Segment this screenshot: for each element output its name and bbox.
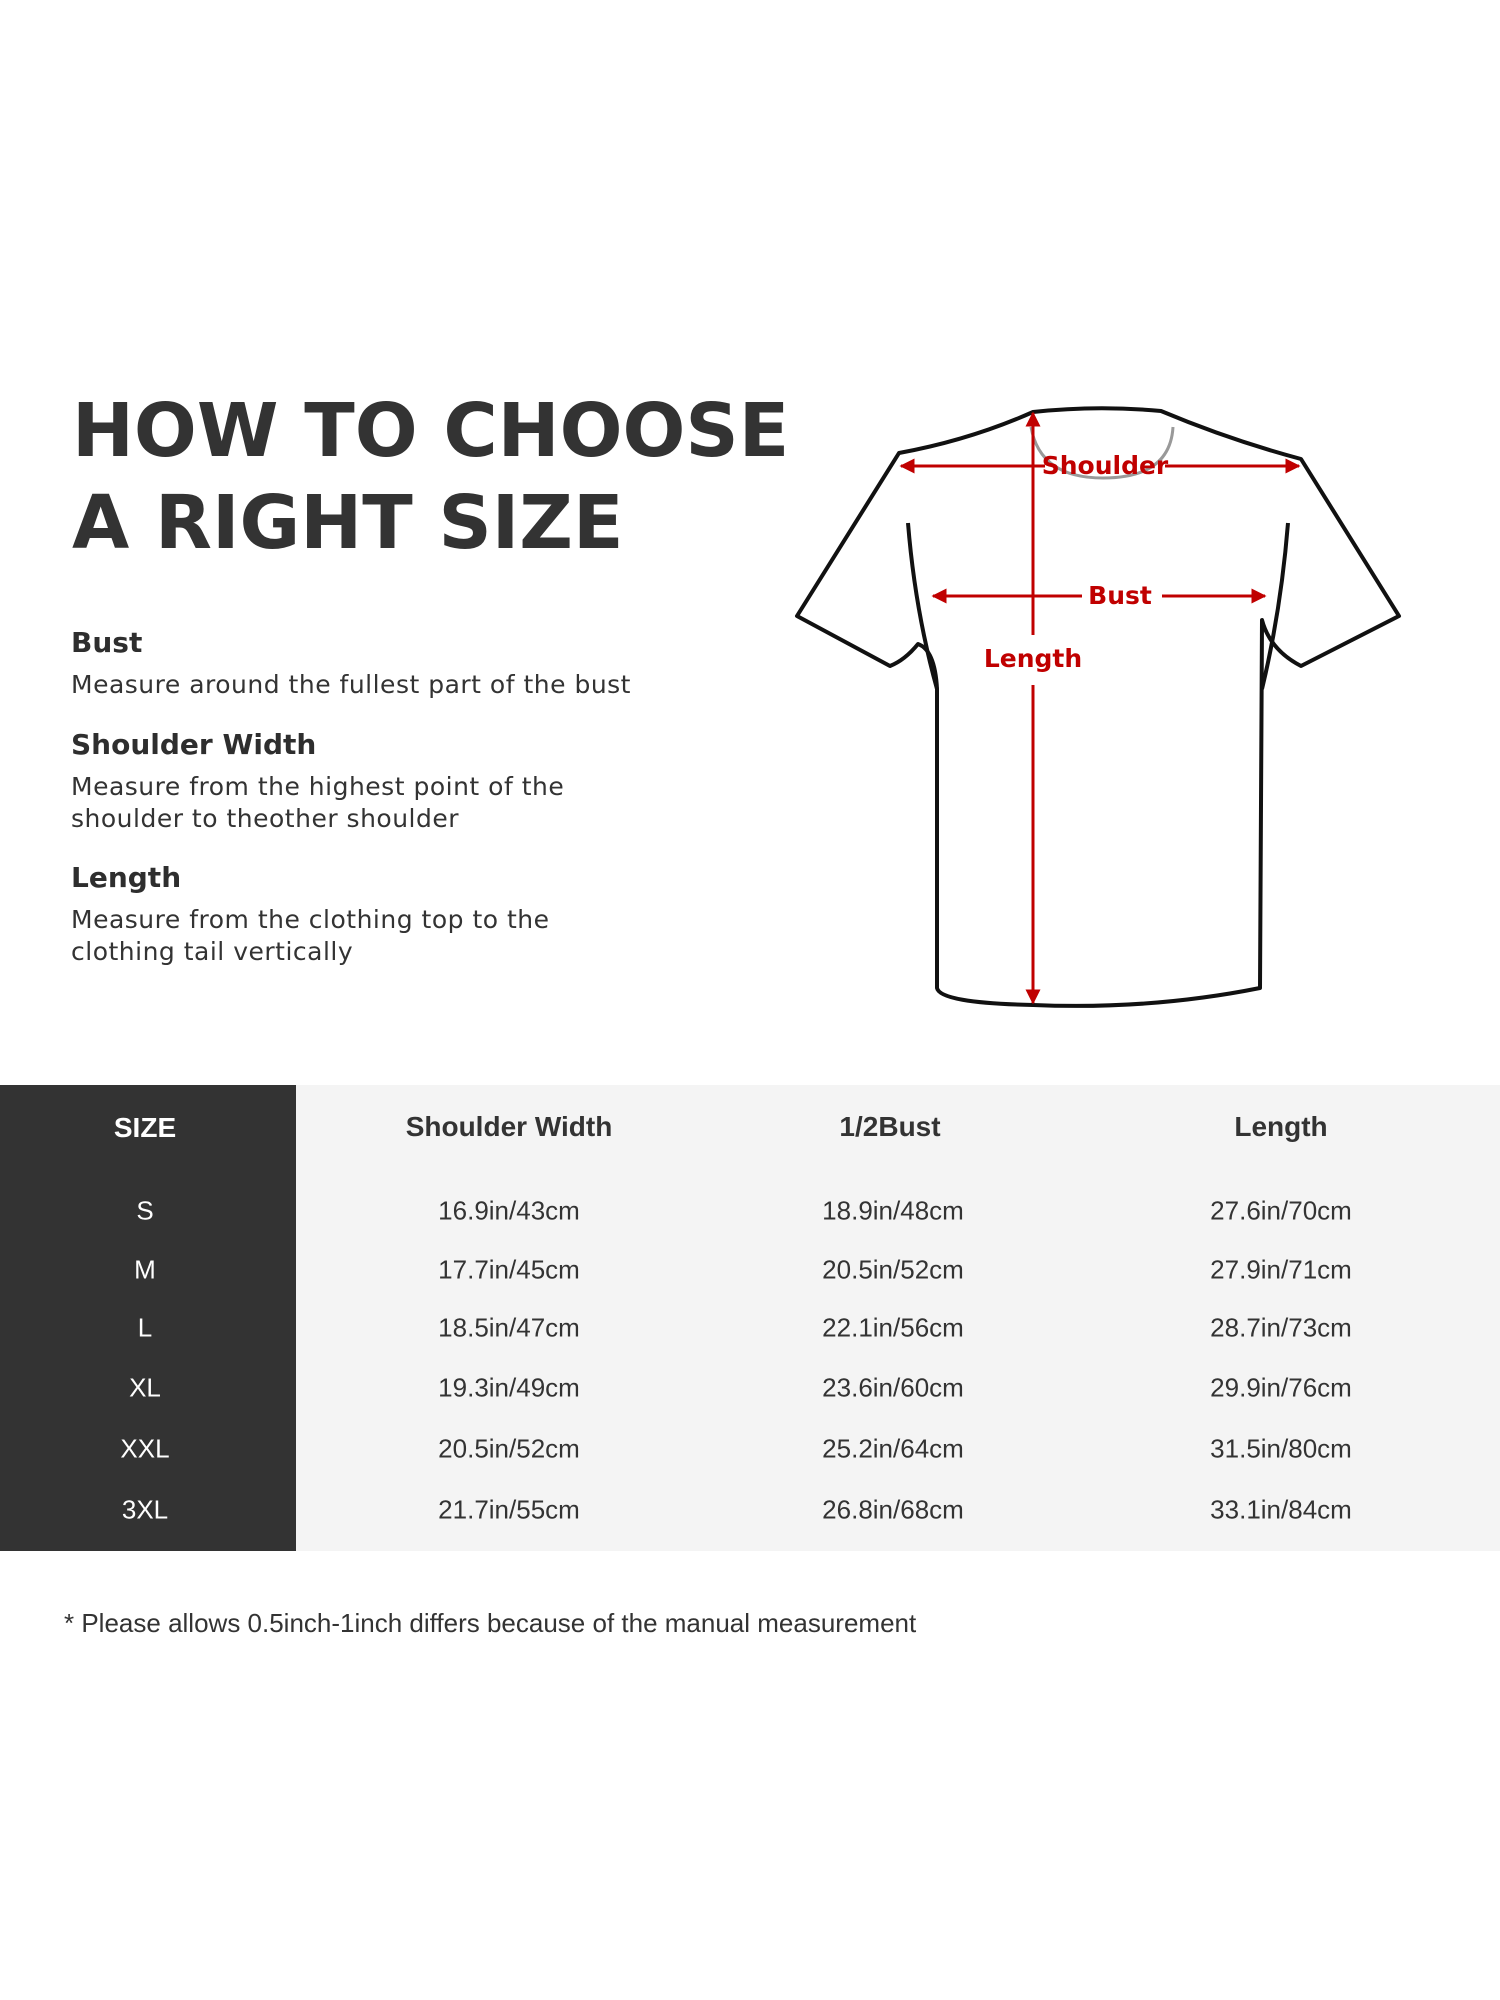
measurement-cell: 33.1in/84cm [1210,1494,1352,1525]
size-cell: L [137,1312,153,1343]
header-length: Length [1234,1111,1328,1142]
measurement-cell: 26.8in/68cm [822,1494,964,1525]
size-cell: M [134,1254,156,1285]
measurement-cell: 31.5in/80cm [1210,1433,1352,1464]
measurement-cell: 28.7in/73cm [1210,1312,1352,1343]
measurement-cell: 29.9in/76cm [1210,1372,1352,1403]
size-cell: XL [129,1372,161,1403]
page-title: HOW TO CHOOSE A RIGHT SIZE [72,385,789,569]
measurement-cell: 19.3in/49cm [438,1372,580,1403]
guide-length-desc-1: Measure from the clothing top to the [71,905,550,934]
measurement-cell: 20.5in/52cm [822,1254,964,1285]
guide-length-title: Length [71,861,182,894]
measurement-cell: 18.9in/48cm [822,1195,964,1226]
footnote: * Please allows 0.5inch-1inch differs be… [64,1608,917,1638]
measurement-cell: 27.9in/71cm [1210,1254,1352,1285]
measurement-cell: 21.7in/55cm [438,1494,580,1525]
header-size: SIZE [113,1112,177,1143]
shoulder-label: Shoulder [1042,451,1169,480]
measure-arrows [899,411,1301,1005]
length-label: Length [984,644,1082,673]
tshirt-diagram: Shoulder Bust Length [795,406,1401,1008]
measurement-cell: 22.1in/56cm [822,1312,964,1343]
measurement-cell: 20.5in/52cm [438,1433,580,1464]
size-cell: S [136,1195,154,1226]
guide-length-desc-2: clothing tail vertically [71,937,354,966]
measurement-cell: 17.7in/45cm [438,1254,580,1285]
size-column [0,1085,296,1551]
guide-shoulder-desc-2: shoulder to theother shoulder [71,804,460,833]
measurement-cell: 23.6in/60cm [822,1372,964,1403]
tshirt-outline [795,406,1401,1008]
title-line-1: HOW TO CHOOSE [72,388,790,474]
measurement-cell: 25.2in/64cm [822,1433,964,1464]
header-half-bust: 1/2Bust [839,1111,941,1142]
measurement-cell: 16.9in/43cm [438,1195,580,1226]
size-cell: XXL [120,1433,170,1464]
measurement-cell: 27.6in/70cm [1210,1195,1352,1226]
guide-bust-desc: Measure around the fullest part of the b… [71,670,631,699]
size-cell: 3XL [121,1494,169,1525]
header-shoulder-width: Shoulder Width [405,1111,613,1142]
guide-shoulder-title: Shoulder Width [71,728,317,761]
guide-shoulder-desc-1: Measure from the highest point of the [71,772,565,801]
guide-bust-title: Bust [71,626,143,659]
measurement-cell: 18.5in/47cm [438,1312,580,1343]
title-line-2: A RIGHT SIZE [72,480,624,566]
bust-label: Bust [1088,581,1152,610]
